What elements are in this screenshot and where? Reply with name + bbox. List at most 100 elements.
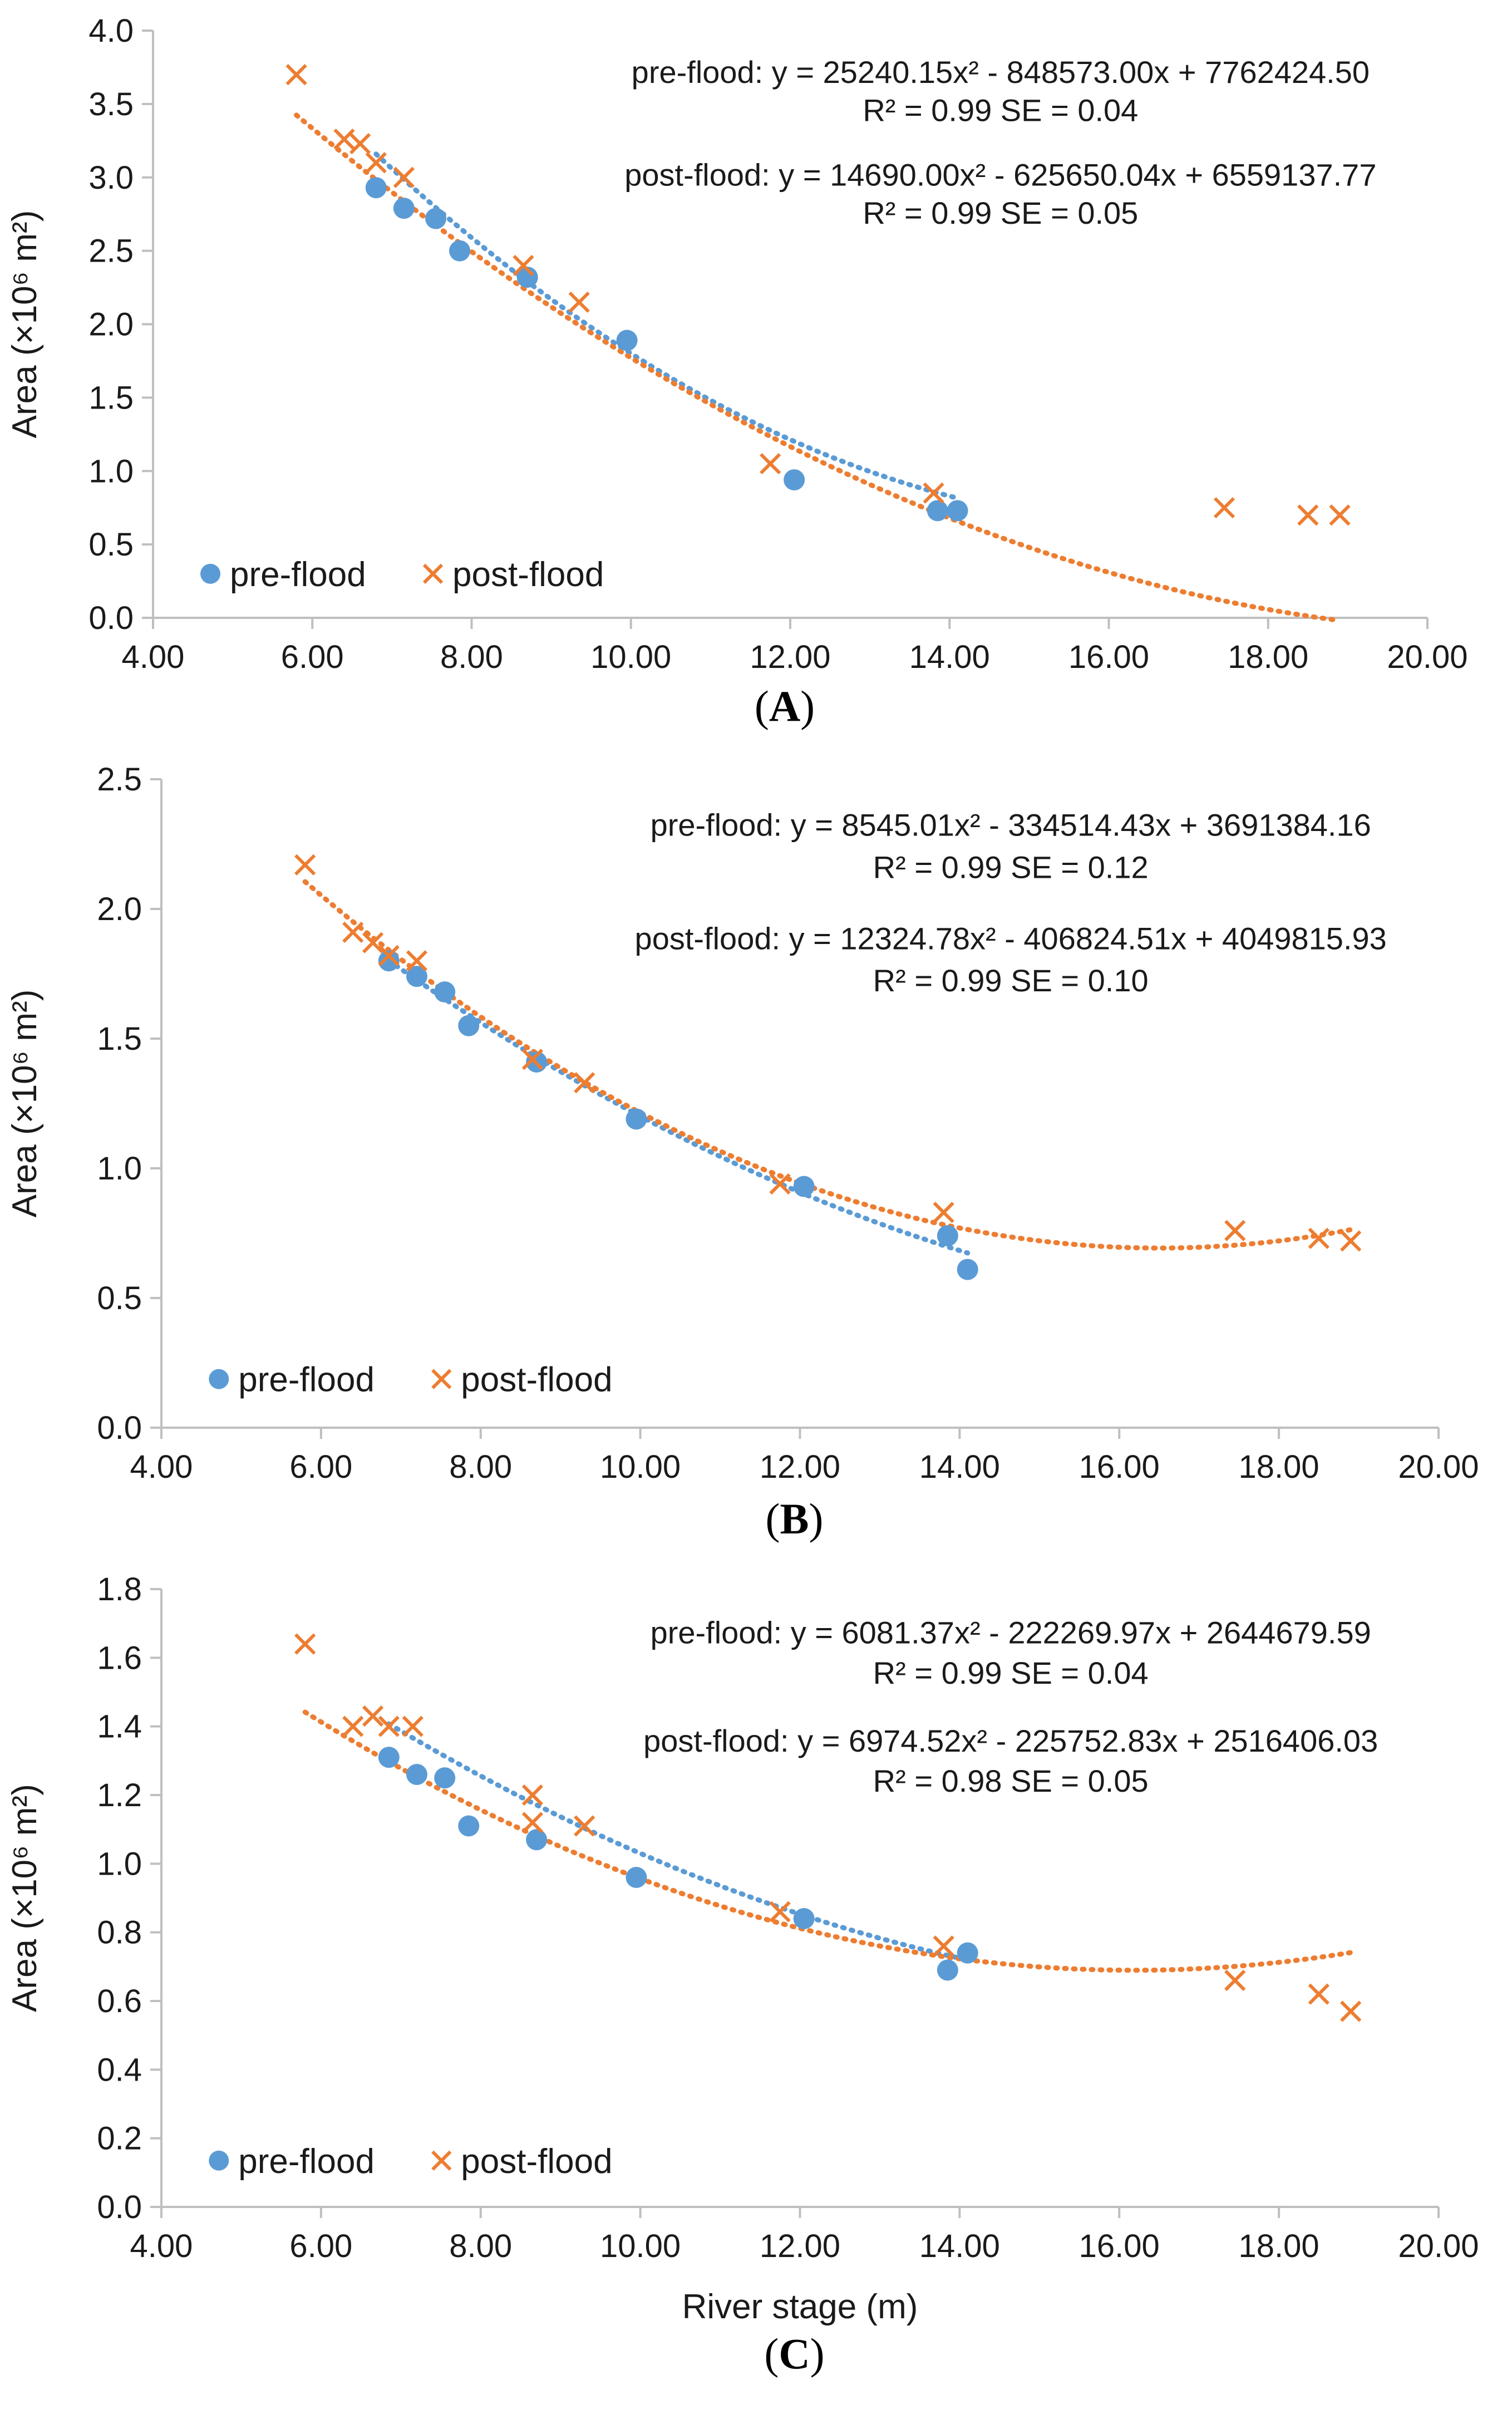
x-tick-label: 12.00 <box>760 1449 840 1485</box>
y-tick-label: 0.5 <box>97 1280 142 1316</box>
y-tick-label: 1.8 <box>97 1571 142 1607</box>
pre-flood-point <box>784 469 805 491</box>
pre-flood-point <box>378 950 400 972</box>
y-tick-label: 1.5 <box>97 1021 142 1057</box>
legend-pre-flood-label: pre-flood <box>230 555 366 594</box>
post-flood-point <box>378 1715 400 1737</box>
post-flood-point <box>294 854 316 876</box>
post-flood-trendline <box>302 879 1353 1251</box>
post-flood-point <box>574 1072 595 1094</box>
pre-flood-point <box>937 1225 958 1247</box>
post-flood-equation: post-flood: y = 14690.00x² - 625650.04x … <box>624 157 1376 192</box>
post-flood-point <box>393 166 415 188</box>
post-flood-point <box>406 950 428 972</box>
x-tick-label: 20.00 <box>1398 2228 1479 2264</box>
y-axis-label: Area (×10⁶ m²) <box>6 210 44 439</box>
pre-flood-equation: pre-flood: y = 25240.15x² - 848573.00x +… <box>632 55 1370 90</box>
pre-flood-point <box>406 1764 427 1785</box>
x-tick-label: 18.00 <box>1228 639 1308 675</box>
pre-flood-equation: pre-flood: y = 6081.37x² - 222269.97x + … <box>651 1615 1371 1650</box>
x-tick-label: 4.00 <box>122 639 185 675</box>
y-axis-label: Area (×10⁶ m²) <box>6 990 44 1218</box>
post-flood-point <box>342 921 364 943</box>
pre-flood-point <box>516 267 538 288</box>
x-tick-label: 6.00 <box>281 639 344 675</box>
post-flood-point <box>513 254 534 277</box>
post-flood-point <box>342 1715 364 1737</box>
pre-flood-point <box>458 1015 480 1036</box>
pre-flood-stats: R² = 0.99 SE = 0.04 <box>873 1655 1149 1690</box>
y-tick-label: 0.0 <box>88 600 134 636</box>
x-tick-label: 8.00 <box>449 1449 512 1485</box>
post-flood-point <box>521 1049 544 1070</box>
y-axis-label: Area (×10⁶ m²) <box>6 1784 44 2012</box>
legend-post-flood-marker <box>431 1369 452 1389</box>
post-flood-point <box>574 1815 595 1837</box>
y-tick-label: 1.2 <box>97 1777 142 1813</box>
x-tick-label: 16.00 <box>1068 639 1149 675</box>
y-tick-label: 2.5 <box>97 761 142 798</box>
post-flood-trendline <box>294 112 1343 623</box>
pre-flood-point <box>406 966 427 987</box>
y-tick-label: 0.0 <box>97 1410 142 1446</box>
post-flood-point <box>349 132 371 155</box>
x-tick-label: 4.00 <box>130 2228 193 2264</box>
pre-flood-stats: R² = 0.99 SE = 0.04 <box>863 92 1138 127</box>
x-tick-label: 6.00 <box>289 1449 352 1485</box>
legend-post-flood-label: post-flood <box>461 1361 612 1399</box>
post-flood-point <box>769 1901 791 1923</box>
x-tick-label: 6.00 <box>289 2228 352 2264</box>
y-tick-label: 0.5 <box>88 527 134 563</box>
chart-panel-A: 0.0 0.5 1.0 1.5 2.0 2.5 3.0 3.5 4.0 4.00 6.00 8.00 1… <box>6 13 1468 730</box>
legend-pre-flood-label: pre-flood <box>238 1361 375 1399</box>
chart-panel-B: 0.0 0.5 1.0 1.5 2.0 2.5 4.00 6.00 8.00 10.00 12.00… <box>6 761 1479 1543</box>
post-flood-point <box>923 482 944 504</box>
x-tick-label: 20.00 <box>1387 639 1467 675</box>
pre-flood-point <box>458 1815 480 1837</box>
x-tick-label: 12.00 <box>760 2228 840 2264</box>
x-tick-label: 10.00 <box>600 2228 681 2264</box>
post-flood-stats: R² = 0.99 SE = 0.10 <box>873 963 1149 998</box>
y-tick-label: 1.0 <box>97 1846 142 1882</box>
pre-flood-point <box>393 198 415 219</box>
pre-flood-point <box>957 1942 978 1964</box>
pre-flood-point <box>434 981 456 1003</box>
x-axis-label: River stage (m) <box>682 2288 918 2326</box>
legend-post-flood-label: post-flood <box>461 2142 612 2181</box>
post-flood-point <box>1340 2000 1362 2022</box>
y-tick-label: 4.0 <box>88 13 134 49</box>
legend-post-flood-marker <box>431 2150 452 2171</box>
y-tick-label: 0.4 <box>97 2052 142 2088</box>
x-tick-label: 16.00 <box>1079 2228 1160 2264</box>
post-flood-trendline <box>302 1709 1353 1973</box>
post-flood-point <box>1329 504 1351 526</box>
pre-flood-point <box>449 240 471 262</box>
legend-pre-flood-label: pre-flood <box>238 2142 375 2181</box>
y-tick-label: 2.0 <box>97 891 142 927</box>
pre-flood-point <box>616 330 638 351</box>
legend-post-flood-label: post-flood <box>452 555 604 594</box>
legend-pre-flood-marker <box>209 1369 229 1389</box>
y-tick-label: 2.5 <box>88 233 134 269</box>
x-tick-label: 4.00 <box>130 1449 193 1485</box>
legend-pre-flood-marker <box>200 563 221 584</box>
pre-flood-point <box>626 1108 647 1130</box>
post-flood-point <box>333 129 355 150</box>
legend-post-flood-marker <box>422 563 444 584</box>
post-flood-point <box>1308 1983 1329 2005</box>
pre-flood-point <box>425 208 447 229</box>
post-flood-point <box>1297 504 1319 526</box>
x-tick-label: 8.00 <box>449 2228 512 2264</box>
pre-flood-point <box>957 1258 978 1280</box>
pre-flood-point <box>626 1867 647 1888</box>
panel-label-B: (B) <box>766 1494 824 1543</box>
post-flood-point <box>521 1812 544 1833</box>
y-tick-label: 0.0 <box>97 2189 142 2225</box>
y-tick-label: 1.5 <box>88 380 134 416</box>
post-flood-point <box>1340 1230 1362 1252</box>
y-tick-label: 1.0 <box>88 453 134 489</box>
x-tick-label: 12.00 <box>750 639 830 675</box>
x-tick-label: 14.00 <box>919 2228 1000 2264</box>
x-tick-label: 16.00 <box>1079 1449 1160 1485</box>
